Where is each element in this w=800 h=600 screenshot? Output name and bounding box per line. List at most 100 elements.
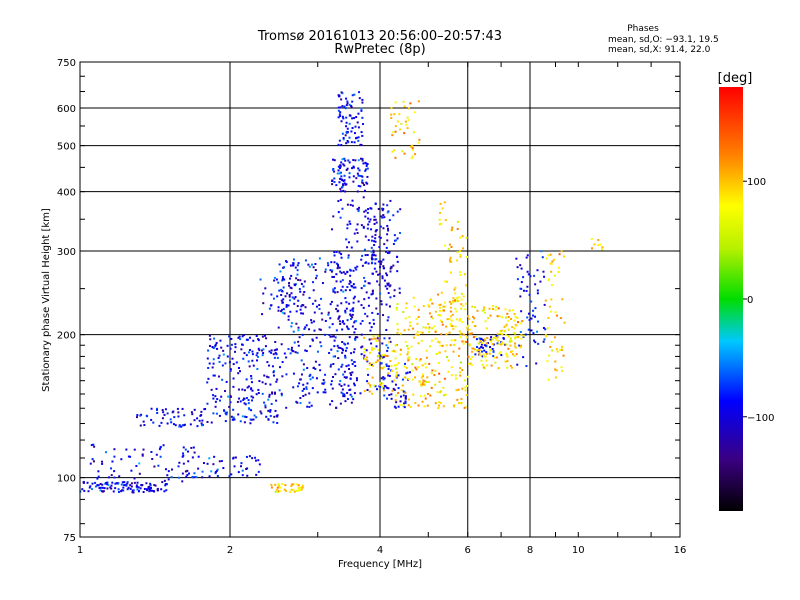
echo-point bbox=[407, 404, 410, 407]
echo-point bbox=[278, 289, 281, 292]
echo-point bbox=[332, 355, 335, 358]
echo-point bbox=[337, 317, 340, 320]
echo-point bbox=[463, 379, 466, 382]
echo-point bbox=[474, 353, 477, 356]
echo-point bbox=[395, 401, 398, 404]
echo-point bbox=[110, 487, 113, 490]
echo-point bbox=[409, 405, 412, 408]
echo-point bbox=[263, 374, 266, 377]
echo-point bbox=[130, 482, 133, 485]
echo-point bbox=[208, 457, 211, 460]
echo-point bbox=[454, 286, 457, 289]
echo-point bbox=[302, 285, 305, 288]
echo-point bbox=[421, 400, 424, 403]
echo-point bbox=[267, 376, 270, 379]
echo-point bbox=[485, 351, 488, 354]
echo-point bbox=[142, 448, 145, 451]
echo-point bbox=[356, 240, 359, 243]
echo-point bbox=[524, 333, 527, 336]
chart-title: Tromsø 20161013 20:56:00–20:57:43 bbox=[257, 29, 502, 44]
echo-point bbox=[403, 329, 406, 332]
echo-point bbox=[248, 408, 251, 411]
echo-point bbox=[364, 254, 367, 257]
echo-point bbox=[492, 305, 495, 308]
echo-point bbox=[364, 235, 367, 238]
echo-point bbox=[339, 379, 342, 382]
echo-point bbox=[445, 344, 448, 347]
echo-point bbox=[486, 364, 489, 367]
echo-point bbox=[386, 283, 389, 286]
echo-point bbox=[351, 316, 354, 319]
echo-point bbox=[259, 278, 262, 281]
echo-point bbox=[543, 303, 546, 306]
echo-point bbox=[376, 334, 379, 337]
echo-point bbox=[366, 227, 369, 230]
echo-point bbox=[427, 392, 430, 395]
echo-point bbox=[494, 308, 497, 311]
echo-point bbox=[425, 380, 428, 383]
echo-point bbox=[454, 307, 457, 310]
echo-point bbox=[373, 267, 376, 270]
echo-point bbox=[343, 395, 346, 398]
echo-point bbox=[279, 270, 282, 273]
echo-point bbox=[378, 246, 381, 249]
echo-point bbox=[302, 387, 305, 390]
echo-point bbox=[403, 105, 406, 108]
echo-point bbox=[148, 490, 151, 493]
echo-point bbox=[403, 152, 406, 155]
echo-point bbox=[506, 360, 509, 363]
echo-point bbox=[468, 362, 471, 365]
echo-point bbox=[394, 399, 397, 402]
echo-point bbox=[275, 399, 278, 402]
echo-point bbox=[336, 291, 339, 294]
echo-point bbox=[417, 334, 420, 337]
echo-point bbox=[225, 413, 228, 416]
echo-point bbox=[180, 425, 183, 428]
echo-point bbox=[346, 167, 349, 170]
echo-point bbox=[416, 330, 419, 333]
echo-point bbox=[349, 388, 352, 391]
echo-point bbox=[390, 116, 393, 119]
echo-point bbox=[351, 325, 354, 328]
echo-point bbox=[394, 125, 397, 128]
echo-point bbox=[281, 311, 284, 314]
echo-point bbox=[371, 392, 374, 395]
echo-point bbox=[459, 271, 462, 274]
echo-point bbox=[315, 274, 318, 277]
echo-point bbox=[367, 239, 370, 242]
echo-point bbox=[557, 266, 560, 269]
echo-point bbox=[336, 267, 339, 270]
echo-point bbox=[342, 136, 345, 139]
echo-point bbox=[458, 319, 461, 322]
echo-point bbox=[302, 383, 305, 386]
echo-point bbox=[366, 360, 369, 363]
echo-point bbox=[374, 385, 377, 388]
echo-point bbox=[381, 367, 384, 370]
echo-point bbox=[412, 393, 415, 396]
echo-point bbox=[377, 207, 380, 210]
echo-point bbox=[333, 339, 336, 342]
echo-point bbox=[363, 336, 366, 339]
echo-point bbox=[329, 335, 332, 338]
echo-point bbox=[505, 316, 508, 319]
echo-point bbox=[366, 368, 369, 371]
echo-point bbox=[539, 280, 542, 283]
echo-point bbox=[439, 401, 442, 404]
echo-point bbox=[276, 295, 279, 298]
echo-point bbox=[544, 335, 547, 338]
echo-point bbox=[282, 308, 285, 311]
echo-point bbox=[99, 482, 102, 485]
echo-point bbox=[502, 337, 505, 340]
echo-point bbox=[241, 474, 244, 477]
echo-point bbox=[324, 319, 327, 322]
echo-point bbox=[353, 232, 356, 235]
echo-point bbox=[504, 325, 507, 328]
echo-point bbox=[340, 120, 343, 123]
echo-point bbox=[164, 484, 167, 487]
echo-point bbox=[214, 343, 217, 346]
echo-point bbox=[340, 271, 343, 274]
echo-point bbox=[281, 276, 284, 279]
echo-point bbox=[399, 332, 402, 335]
echo-point bbox=[376, 337, 379, 340]
echo-point bbox=[355, 116, 358, 119]
